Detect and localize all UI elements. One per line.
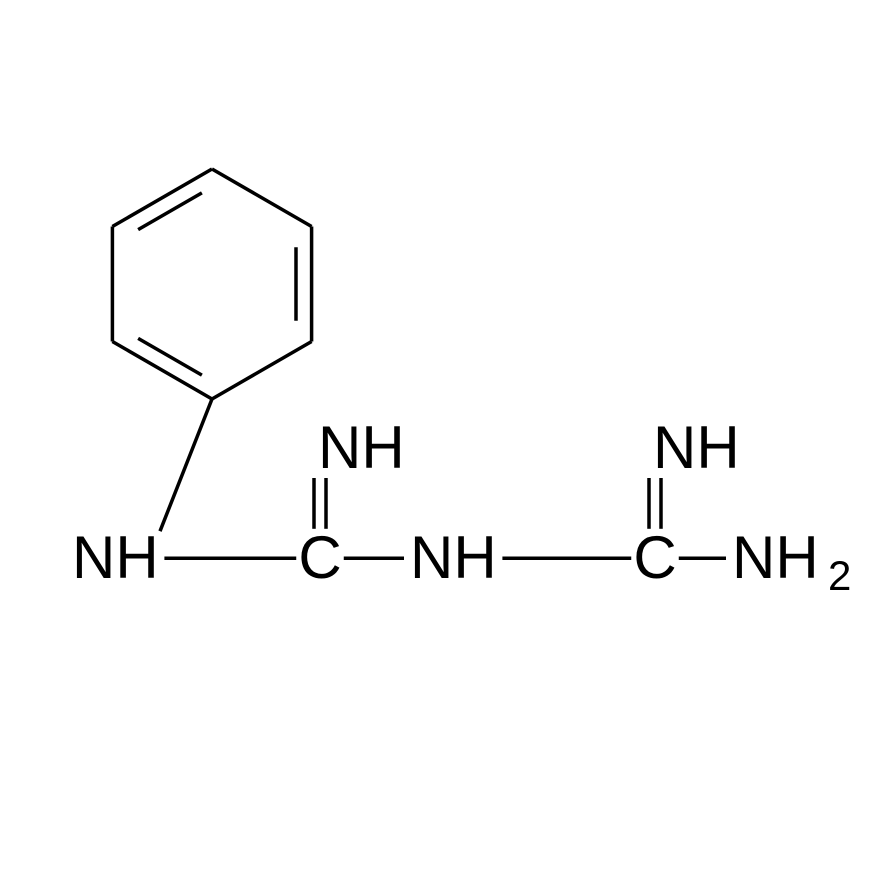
label-c-1: C: [298, 524, 341, 591]
label-nh-2: NH: [410, 524, 497, 591]
label-nh-1: NH: [72, 524, 159, 591]
label-c-2: C: [633, 524, 676, 591]
label-nh-imine-2: NH: [653, 414, 740, 481]
chemical-structure-svg: NHCNHNHCNHNH2: [0, 0, 890, 890]
label-nh2-sub: 2: [828, 552, 851, 599]
label-nh2: NH: [732, 524, 819, 591]
label-nh-imine-1: NH: [318, 414, 405, 481]
